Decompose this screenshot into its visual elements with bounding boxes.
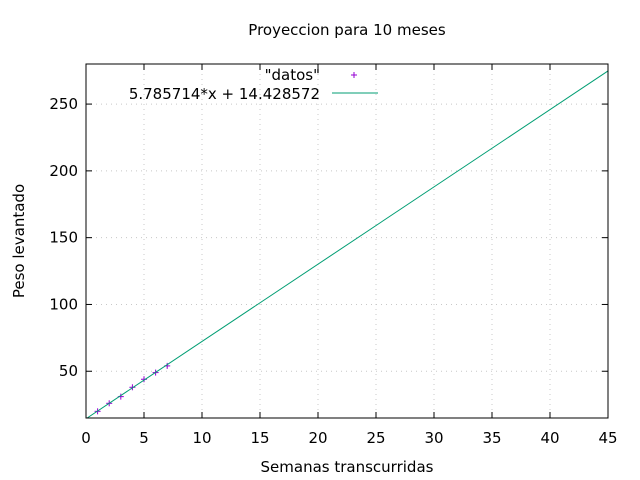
plot-frame (85, 63, 609, 419)
y-axis-label: Peso levantado (10, 184, 28, 298)
x-tick-label: 0 (81, 429, 91, 447)
x-axis-label: Semanas transcurridas (261, 458, 434, 476)
x-tick-label: 25 (366, 429, 385, 447)
x-tick-label: 35 (482, 429, 501, 447)
chart-title: Proyeccion para 10 meses (248, 21, 446, 39)
legend: "datos" 5.785714*x + 14.428572 (129, 66, 378, 103)
y-tick-label: 200 (49, 162, 78, 180)
x-tick-label: 45 (598, 429, 617, 447)
ticks-layer: 0 5 10 15 20 25 30 35 40 45 50 100 150 200 250 (49, 64, 618, 447)
fit-line (86, 70, 609, 419)
y-tick-label: 150 (49, 229, 78, 247)
legend-marker-datos (351, 72, 357, 78)
grid-layer (86, 64, 608, 418)
x-tick-label: 5 (139, 429, 149, 447)
legend-label-datos: "datos" (265, 66, 320, 84)
y-tick-label: 250 (49, 95, 78, 113)
y-tick-label: 50 (59, 362, 78, 380)
y-tick-label: 100 (49, 295, 78, 313)
series-layer (86, 70, 609, 419)
legend-plus-marker (351, 72, 357, 78)
x-tick-label: 30 (424, 429, 443, 447)
x-tick-label: 20 (308, 429, 327, 447)
legend-label-fit: 5.785714*x + 14.428572 (129, 85, 320, 103)
x-tick-label: 15 (250, 429, 269, 447)
x-tick-label: 40 (540, 429, 559, 447)
x-tick-label: 10 (192, 429, 211, 447)
